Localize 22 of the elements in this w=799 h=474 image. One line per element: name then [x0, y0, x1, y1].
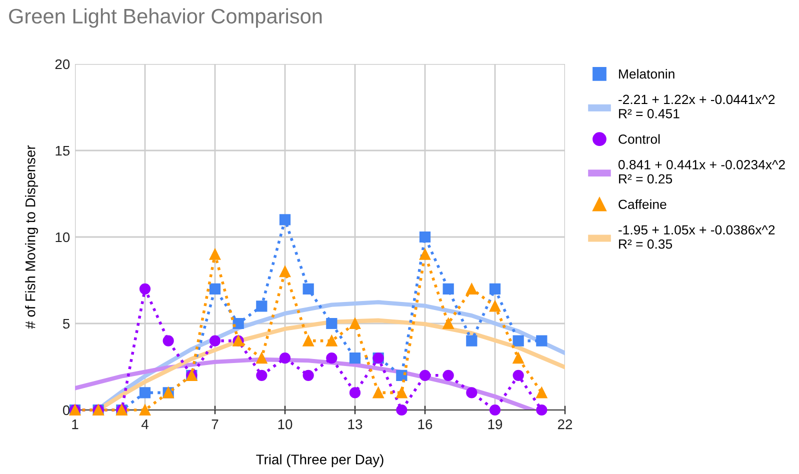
chart-title: Green Light Behavior Comparison: [9, 8, 322, 28]
legend-label: -2.21 + 1.22x + -0.0441x^2 R² = 0.451: [618, 94, 775, 118]
legend-label: Control: [618, 134, 660, 144]
x-tick-label: 1: [72, 420, 78, 430]
legend-label: Melatonin: [619, 68, 674, 79]
y-tick-label: 0: [62, 405, 70, 416]
y-tick-label: 10: [56, 232, 70, 242]
y-tick-label: 15: [56, 146, 70, 156]
x-tick-label: 22: [558, 419, 572, 430]
x-tick-label: 10: [278, 419, 292, 430]
y-tick-label: 20: [55, 59, 70, 70]
x-axis-title: Trial (Three per Day): [256, 454, 384, 468]
x-tick-label: 13: [348, 419, 362, 430]
legend-label: Caffeine: [618, 199, 666, 210]
y-axis-title: # of Fish Moving to Dispenser: [25, 145, 38, 329]
y-tick-label: 5: [62, 318, 70, 329]
x-tick-label: 16: [418, 419, 432, 430]
legend-label: -1.95 + 1.05x + -0.0386x^2 R² = 0.35: [618, 225, 775, 249]
x-tick-label: 4: [141, 420, 148, 430]
x-tick-label: 19: [488, 419, 502, 430]
x-tick-label: 7: [212, 420, 218, 430]
legend-label: 0.841 + 0.441x + -0.0234x^2 R² = 0.25: [618, 160, 785, 184]
